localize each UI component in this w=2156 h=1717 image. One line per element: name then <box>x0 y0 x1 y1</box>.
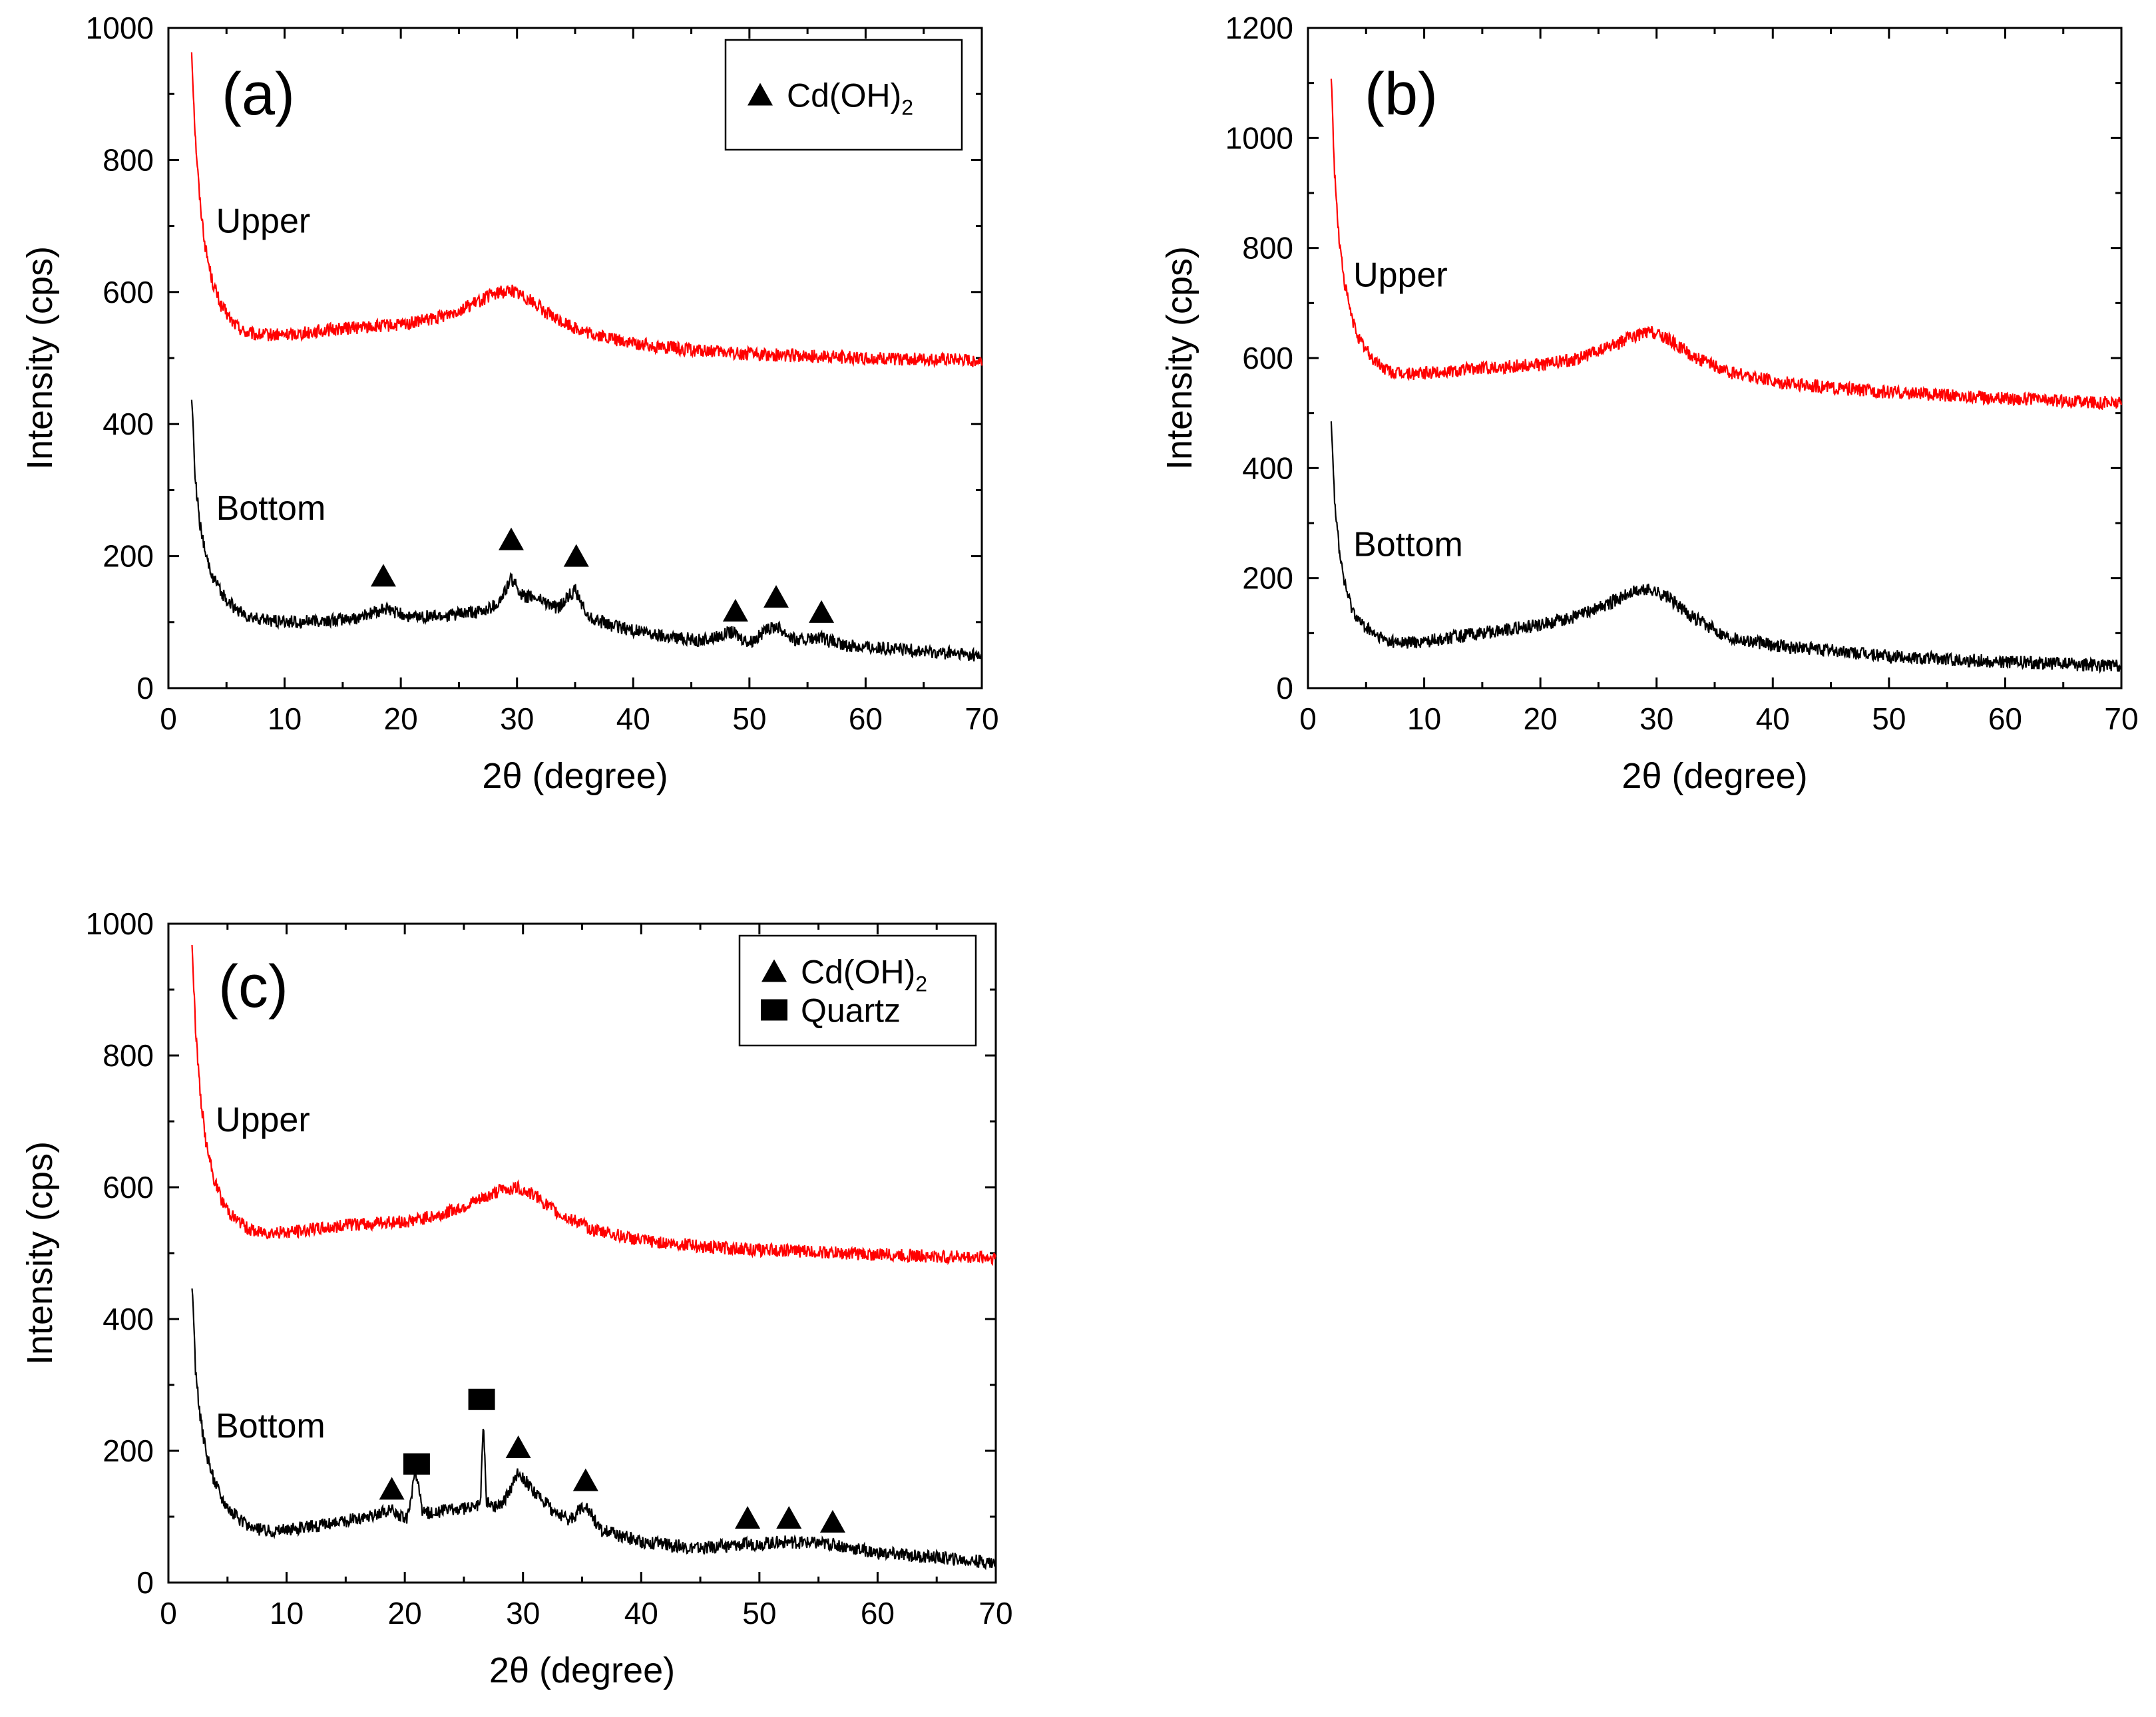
cd-oh2-peak-marker <box>498 527 524 550</box>
series-line-upper <box>191 944 997 1266</box>
y-tick-label: 1000 <box>86 11 154 45</box>
series-label-upper: Upper <box>216 1101 310 1139</box>
y-tick-label: 0 <box>1276 671 1293 705</box>
series-label-bottom: Bottom <box>1353 526 1463 564</box>
cd-oh2-peak-marker <box>819 1509 845 1533</box>
legend-triangle-icon <box>761 959 787 982</box>
series-label-upper: Upper <box>216 202 311 241</box>
x-tick-label: 10 <box>270 1596 304 1630</box>
x-tick-label: 0 <box>160 1596 177 1630</box>
cd-oh2-peak-marker <box>505 1435 531 1459</box>
x-tick-label: 30 <box>500 701 534 736</box>
x-tick-label: 50 <box>732 701 766 736</box>
x-axis-title: 2θ (degree) <box>482 756 668 796</box>
x-tick-label: 60 <box>1988 701 2022 736</box>
panel-tag: (c) <box>218 954 288 1020</box>
cd-oh2-peak-marker <box>776 1505 802 1529</box>
y-tick-label: 200 <box>1242 561 1293 596</box>
y-tick-label: 0 <box>136 671 154 705</box>
panel-tag: (a) <box>222 61 295 128</box>
y-tick-label: 400 <box>103 407 154 441</box>
y-axis-title: Intensity (cps) <box>20 246 60 470</box>
quartz-peak-marker <box>468 1388 495 1410</box>
x-tick-label: 70 <box>2104 701 2138 736</box>
series-label-upper: Upper <box>1353 256 1448 295</box>
cd-oh2-peak-marker <box>735 1505 761 1529</box>
panel-tag: (b) <box>1365 61 1438 128</box>
legend-label: Quartz <box>801 992 901 1030</box>
y-tick-label: 400 <box>103 1302 154 1336</box>
cd-oh2-peak-marker <box>563 544 589 567</box>
x-tick-label: 30 <box>1639 701 1673 736</box>
panel-c: 0 10 20 30 40 50 60 70 0 200 400 600 800 1000 2θ (degr… <box>20 906 1013 1690</box>
y-axis-title: Intensity (cps) <box>20 1141 60 1365</box>
y-tick-label: 600 <box>103 1170 154 1205</box>
legend-subscript: 2 <box>915 972 927 996</box>
x-tick-label: 20 <box>1524 701 1558 736</box>
y-tick-label: 600 <box>1242 341 1293 375</box>
y-axis-title: Intensity (cps) <box>1160 246 1199 470</box>
x-tick-label: 30 <box>506 1596 540 1630</box>
legend-box <box>738 934 977 1047</box>
x-tick-label: 70 <box>965 701 998 736</box>
legend-triangle-icon <box>748 83 773 106</box>
y-tick-label: 600 <box>103 275 154 309</box>
x-tick-label: 50 <box>742 1596 776 1630</box>
series-line-bottom <box>190 399 983 662</box>
series-line-bottom <box>191 1288 997 1571</box>
legend-subscript: 2 <box>901 96 913 120</box>
panel-b: 0 10 20 30 40 50 60 70 0 200 400 600 800 1000 1200 2θ (… <box>1160 11 2139 796</box>
y-tick-label: 1200 <box>1225 11 1293 45</box>
x-tick-label: 40 <box>624 1596 658 1630</box>
y-tick-label: 800 <box>1242 231 1293 266</box>
x-tick-label: 20 <box>384 701 418 736</box>
series-label-bottom: Bottom <box>216 489 326 528</box>
y-tick-label: 800 <box>103 142 154 177</box>
cd-oh2-peak-marker <box>379 1477 405 1500</box>
quartz-peak-marker <box>403 1453 430 1475</box>
x-tick-label: 0 <box>160 701 177 736</box>
cd-oh2-peak-marker <box>370 564 396 587</box>
cd-oh2-peak-marker <box>572 1468 598 1491</box>
cd-oh2-peak-marker <box>722 598 748 622</box>
series-line-upper <box>1330 79 2123 411</box>
panel-a: 0 10 20 30 40 50 60 70 0 200 400 600 800 1000 2θ (degr… <box>20 11 999 796</box>
x-tick-label: 40 <box>616 701 650 736</box>
x-tick-label: 10 <box>268 701 302 736</box>
legend-label: Cd(OH)2 <box>801 954 927 996</box>
y-tick-label: 800 <box>103 1038 154 1073</box>
x-tick-label: 10 <box>1407 701 1441 736</box>
y-tick-label: 400 <box>1242 451 1293 485</box>
x-axis-title: 2θ (degree) <box>489 1650 675 1690</box>
series-line-bottom <box>1330 421 2122 674</box>
x-tick-label: 60 <box>861 1596 895 1630</box>
y-tick-label: 1000 <box>86 906 154 941</box>
series-line-upper <box>190 52 983 369</box>
x-tick-label: 50 <box>1872 701 1906 736</box>
y-tick-label: 1000 <box>1225 120 1293 155</box>
y-tick-label: 0 <box>136 1565 154 1600</box>
x-tick-label: 40 <box>1756 701 1790 736</box>
y-tick-label: 200 <box>103 539 154 574</box>
cd-oh2-peak-marker <box>809 600 835 623</box>
x-tick-label: 60 <box>849 701 883 736</box>
y-tick-label: 200 <box>103 1433 154 1468</box>
legend-square-icon <box>761 999 787 1021</box>
legend-label: Cd(OH)2 <box>787 77 913 120</box>
x-tick-label: 70 <box>978 1596 1012 1630</box>
x-axis-title: 2θ (degree) <box>1621 756 1807 796</box>
cd-oh2-peak-marker <box>763 585 789 608</box>
x-tick-label: 0 <box>1299 701 1317 736</box>
x-tick-label: 20 <box>388 1596 422 1630</box>
series-label-bottom: Bottom <box>216 1407 325 1445</box>
